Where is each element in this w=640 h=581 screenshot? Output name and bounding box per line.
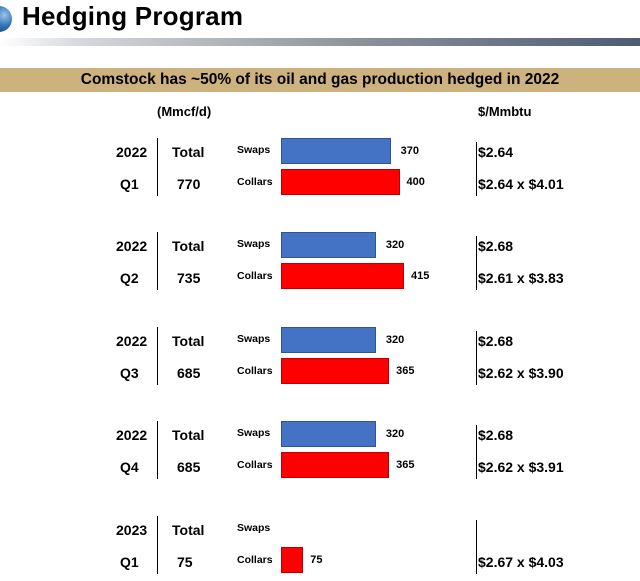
collar-price: $2.67 x $4.03	[478, 554, 564, 570]
collars-label: Collars	[237, 365, 273, 377]
total-value: 735	[177, 270, 201, 286]
total-value: 685	[177, 365, 201, 381]
period-year: 2022	[116, 333, 148, 349]
volume-unit-header: (Mmcf/d)	[157, 104, 212, 119]
collars-bar	[281, 358, 390, 384]
collars-label: Collars	[237, 459, 273, 471]
collar-price: $2.61 x $3.83	[478, 270, 564, 286]
swaps-bar	[281, 421, 376, 447]
period-quarter: Q4	[120, 459, 139, 475]
period-year: 2023	[116, 522, 148, 538]
swaps-label: Swaps	[237, 144, 271, 156]
swap-price: $2.64	[478, 144, 514, 160]
right-divider	[476, 425, 477, 479]
title-rule	[0, 38, 640, 46]
collars-value-label: 400	[406, 176, 425, 188]
total-value: 685	[177, 459, 201, 475]
total-label: Total	[172, 144, 205, 160]
period-year: 2022	[116, 427, 148, 443]
price-unit-header: $/Mmbtu	[478, 104, 532, 119]
collars-value-label: 365	[396, 459, 415, 471]
collar-price: $2.62 x $3.90	[478, 365, 564, 381]
right-divider	[476, 142, 477, 196]
collars-bar	[281, 263, 404, 289]
period-quarter: Q1	[120, 176, 139, 192]
left-divider	[157, 232, 158, 290]
collar-price: $2.62 x $3.91	[478, 459, 564, 475]
total-label: Total	[172, 238, 205, 254]
swaps-label: Swaps	[237, 427, 271, 439]
collars-label: Collars	[237, 270, 273, 282]
hedge-group: 2023 Q1 Total 75 Swaps Collars 75 $2.67 x $4.03	[0, 516, 640, 578]
swaps-bar	[281, 327, 376, 353]
period-year: 2022	[116, 144, 148, 160]
left-divider	[157, 421, 158, 479]
hedge-group: 2022 Q4 Total 685 Swaps Collars 320 365 $2.68 $2.…	[0, 421, 640, 483]
total-value: 770	[177, 176, 201, 192]
collars-bar	[281, 452, 390, 478]
right-divider	[476, 520, 477, 574]
total-value: 75	[177, 554, 193, 570]
right-divider	[476, 331, 477, 385]
swaps-label: Swaps	[237, 238, 271, 250]
collars-bar	[281, 547, 304, 573]
collars-bar	[281, 169, 400, 195]
total-label: Total	[172, 427, 205, 443]
left-divider	[157, 327, 158, 385]
period-quarter: Q1	[120, 554, 139, 570]
collars-label: Collars	[237, 554, 273, 566]
left-divider	[157, 138, 158, 196]
left-divider	[157, 516, 158, 574]
swap-price: $2.68	[478, 333, 514, 349]
swaps-label: Swaps	[237, 333, 271, 345]
company-logo	[0, 6, 12, 32]
collars-label: Collars	[237, 176, 273, 188]
page-title: Hedging Program	[22, 1, 244, 31]
swaps-value-label: 320	[385, 239, 405, 251]
hedge-group: 2022 Q1 Total 770 Swaps Collars 370 400 $2.64 $2.…	[0, 138, 640, 200]
swaps-value-label: 320	[385, 334, 405, 346]
collars-value-label: 365	[396, 365, 415, 377]
swap-price: $2.68	[478, 238, 514, 254]
period-year: 2022	[116, 238, 148, 254]
total-label: Total	[172, 333, 205, 349]
period-quarter: Q2	[120, 270, 139, 286]
swaps-bar	[281, 232, 376, 258]
collars-value-label: 415	[411, 270, 430, 282]
right-divider	[476, 236, 477, 290]
collar-price: $2.64 x $4.01	[478, 176, 564, 192]
period-quarter: Q3	[120, 365, 139, 381]
swaps-bar	[281, 138, 391, 164]
swaps-label: Swaps	[237, 522, 271, 534]
hedge-group: 2022 Q2 Total 735 Swaps Collars 320 415 $2.68 $2.…	[0, 232, 640, 294]
hedge-group: 2022 Q3 Total 685 Swaps Collars 320 365 $2.68 $2.…	[0, 327, 640, 389]
swap-price: $2.68	[478, 427, 514, 443]
chart-title-banner: Comstock has ~50% of its oil and gas pro…	[0, 68, 640, 92]
collars-value-label: 75	[310, 554, 323, 566]
swaps-value-label: 370	[400, 145, 420, 157]
swaps-value-label: 320	[385, 428, 405, 440]
total-label: Total	[172, 522, 205, 538]
